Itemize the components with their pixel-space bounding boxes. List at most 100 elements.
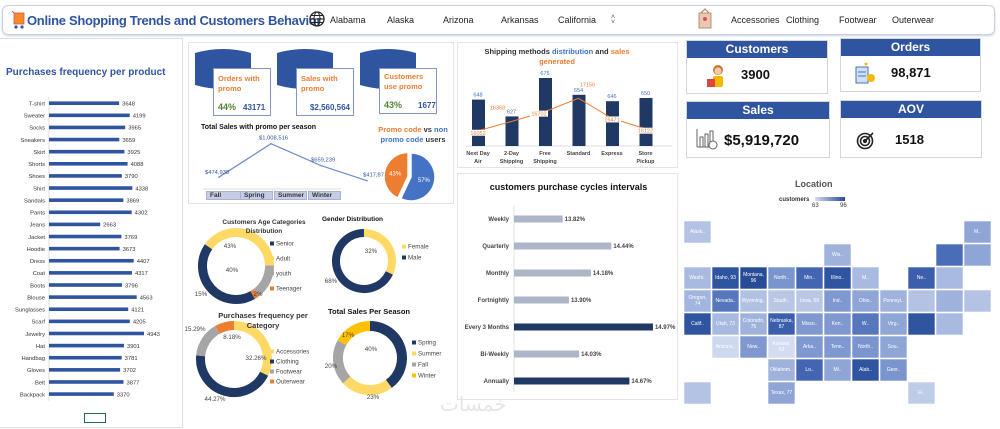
state-label-mi: M.. <box>862 275 869 281</box>
age-chart-title: Customers Age Categories Distribution <box>222 219 306 235</box>
product-bar <box>49 355 122 360</box>
state-wv <box>851 312 880 336</box>
orders-with-promo-card: Orders with promo 44% 43171 <box>213 68 271 116</box>
state-label-ar: Arka.. <box>802 344 817 350</box>
bar-data-label: 654 <box>574 88 583 94</box>
location-slicer-arizona[interactable]: Arizona <box>443 15 474 25</box>
location-slicer-alabama[interactable]: Alabama <box>330 15 366 25</box>
up-down-arrows-icon[interactable]: ˄ ˅ <box>611 14 616 26</box>
state-de <box>935 312 964 336</box>
age-data-label: 40% <box>226 267 239 274</box>
state-hi <box>683 381 712 405</box>
location-slicer-california[interactable]: California <box>558 15 597 25</box>
map-legend-label: customers <box>779 197 810 203</box>
state-label-va: Virg.. <box>887 321 900 327</box>
state-oh <box>851 289 880 313</box>
product-bar <box>49 174 122 178</box>
product-label: Backpack <box>20 392 45 398</box>
kpi-customers: Customers 3900 <box>686 40 828 94</box>
product-value: 4338 <box>135 186 148 192</box>
state-vt <box>935 243 964 267</box>
state-label-nd: North.. <box>773 275 789 281</box>
category-legend-swatch <box>270 349 274 354</box>
map-legend-max: 96 <box>840 203 847 209</box>
state-fl <box>907 381 936 405</box>
card-title: Customers use promo <box>384 72 424 91</box>
product-value: 3796 <box>125 283 138 289</box>
cycle-value: 14.44% <box>613 244 634 250</box>
dashboard-title: Online Shopping Trends and Customers Beh… <box>27 13 322 28</box>
category-segment-clothing <box>196 355 269 397</box>
state-label-id: Idaho, 93 <box>715 275 736 281</box>
card-percent: 43% <box>384 100 403 110</box>
kpi-aov: AOV 1518 <box>840 100 982 158</box>
season-button-spring[interactable]: Spring <box>240 191 273 200</box>
age-legend-label: Adult <box>276 256 290 263</box>
kpi-label: AOV <box>841 101 981 118</box>
location-slicer-arkansas[interactable]: Arkansas <box>501 15 539 25</box>
category-legend-swatch <box>270 369 274 374</box>
product-bar <box>49 368 121 372</box>
category-slicer-accessories[interactable]: Accessories <box>731 15 780 25</box>
map-legend-gradient <box>815 197 845 201</box>
kpi-value: 3900 <box>741 67 770 82</box>
order-clipboard-icon <box>855 62 875 84</box>
product-value: 3869 <box>126 198 139 204</box>
line-data-label: 17156 <box>580 82 595 88</box>
category-slicer-outerwear[interactable]: Outerwear <box>892 15 935 25</box>
product-bar <box>49 392 114 396</box>
product-bar <box>49 319 130 324</box>
cycles-panel: customers purchase cycles intervals Week… <box>457 173 678 400</box>
state-nm <box>739 335 768 359</box>
product-value: 3877 <box>127 380 140 386</box>
category-data-label: 8.18% <box>223 334 241 341</box>
map-legend-min: 63 <box>812 203 819 209</box>
category-label: Next Day <box>466 151 490 157</box>
category-legend-swatch <box>270 359 274 364</box>
cycle-label: Bi-Weekly <box>480 352 509 358</box>
product-bar <box>49 234 122 239</box>
line-point <box>218 176 220 178</box>
age-data-label: 15% <box>195 291 208 298</box>
state-ks <box>767 335 796 359</box>
cycle-label: Quarterly <box>482 244 509 250</box>
shipping-bar <box>606 101 619 146</box>
product-label: Hat <box>36 344 45 350</box>
state-label-ak: Alask.. <box>689 229 705 235</box>
season-button-winter[interactable]: Winter <box>308 191 341 200</box>
state-label-ms: Mi.. <box>833 367 842 373</box>
product-bar <box>49 198 124 202</box>
season-button-summer[interactable]: Summer <box>274 191 307 200</box>
product-label: Blouse <box>27 295 45 301</box>
product-value: 3702 <box>123 368 136 374</box>
product-label: T-shirt <box>29 102 45 108</box>
category-slicer-footwear[interactable]: Footwear <box>839 15 877 25</box>
product-value: 3648 <box>122 102 135 108</box>
category-slicer-clothing[interactable]: Clothing <box>786 15 820 25</box>
product-bar <box>49 162 128 166</box>
state-label-or: Oregon, 74 <box>688 295 707 307</box>
us-choropleth-map[interactable] <box>680 175 1000 415</box>
product-label: Sunglasses <box>15 308 45 314</box>
label-bg <box>578 81 597 88</box>
selected-cell[interactable] <box>84 413 106 423</box>
sales-chart-icon <box>696 129 718 150</box>
state-wy <box>739 289 768 313</box>
title-part: Promo code <box>378 125 422 134</box>
state-ny <box>907 266 936 290</box>
state-me <box>963 220 992 244</box>
line-data-label: 16368 <box>490 105 505 111</box>
product-label: Belt <box>35 380 45 386</box>
age-data-label: 43% <box>224 243 237 250</box>
line-data-label: 16702 <box>531 112 546 118</box>
location-slicer-alaska[interactable]: Alaska <box>387 15 415 25</box>
state-label-nc: North.. <box>857 344 873 350</box>
products-chart-title: Purchases frequency per product <box>6 67 166 78</box>
age-segment-teenager <box>250 289 259 299</box>
cycle-label: Fortnightly <box>478 298 510 304</box>
state-wa <box>683 266 712 290</box>
promo-season-line-chart: $474,938 $1,008,516 $659,239 $417,871 <box>203 136 387 190</box>
category-chart-title: Purchases frequency per Category <box>218 311 308 330</box>
state-sc <box>879 335 908 359</box>
cycle-value: 13.90% <box>571 298 592 304</box>
